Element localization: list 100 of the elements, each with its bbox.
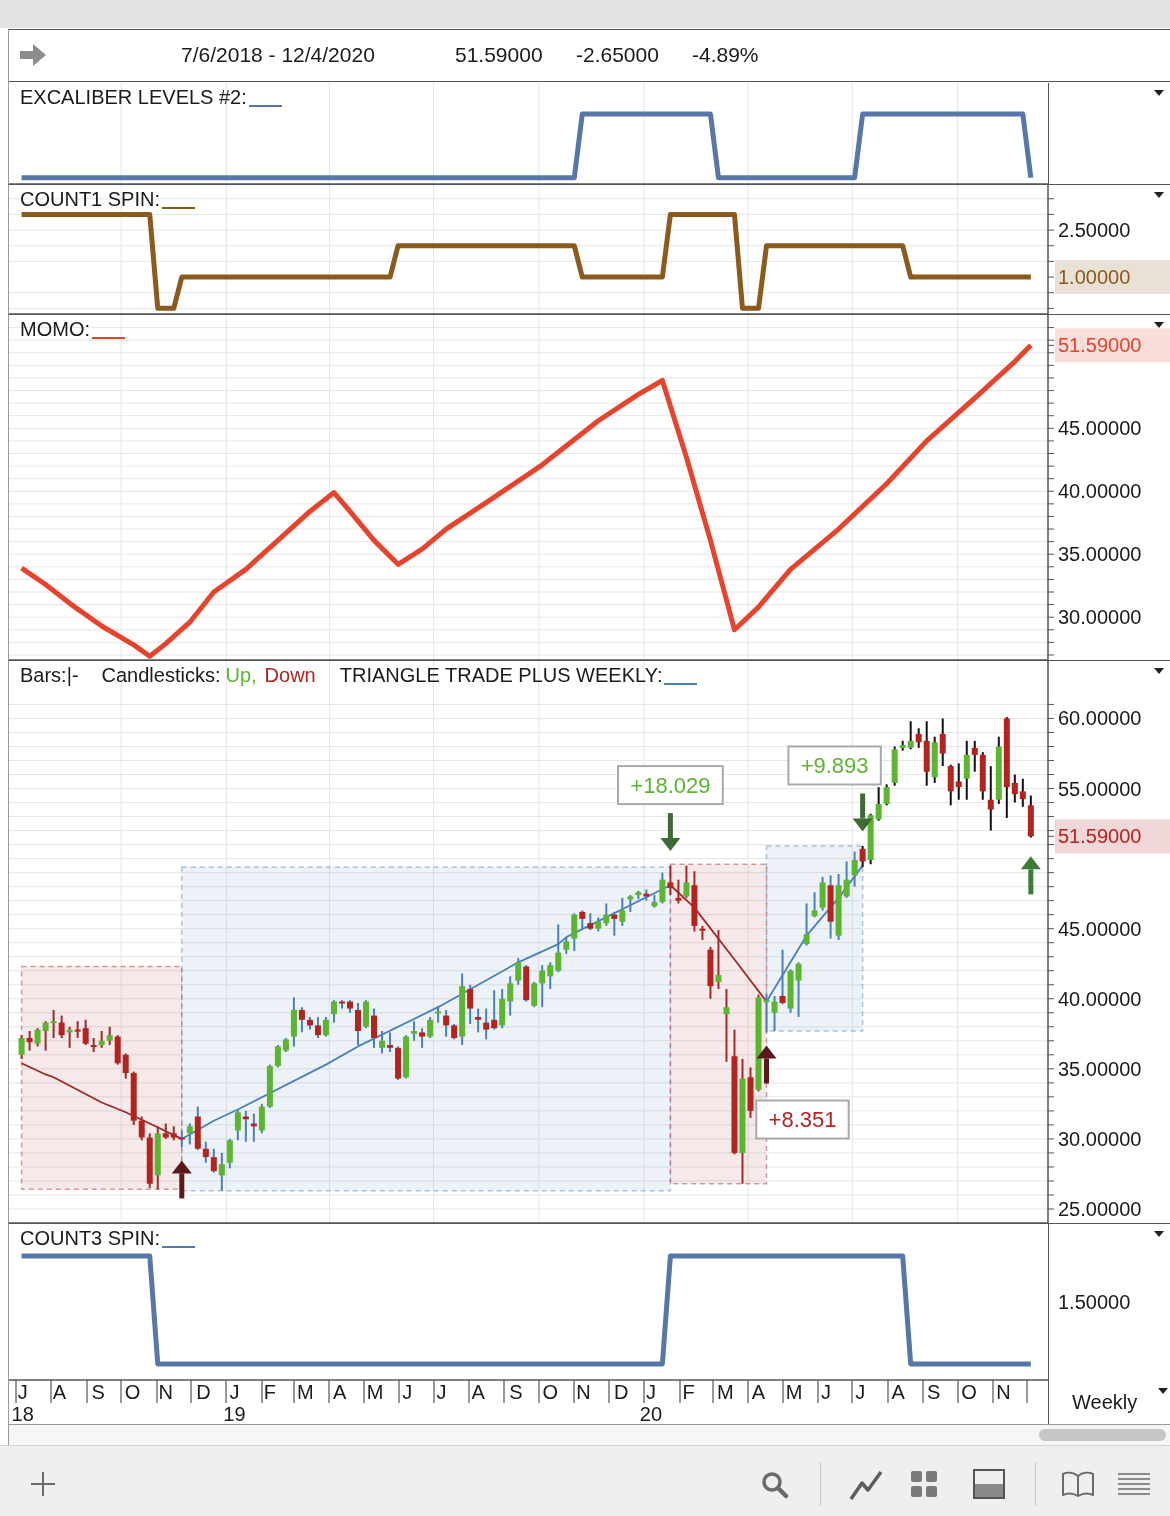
candlestick [907,719,914,750]
candlestick [242,1109,249,1143]
candlestick [531,980,538,1008]
candlestick [715,928,722,990]
y-tick-label: 2.50000 [1058,218,1131,241]
candlestick [811,890,818,918]
candlestick [539,963,546,1008]
x-tick-label: A [333,1380,348,1403]
candlestick [226,1137,233,1169]
annotation: +8.351 [768,1106,837,1132]
x-tick-label: J [402,1380,413,1403]
y-tick-label: 45.00000 [1058,416,1142,439]
x-tick-label: N [996,1380,1011,1403]
candlestick [387,1030,394,1053]
legend-label: TRIANGLE TRADE PLUS WEEKLY: [339,663,663,686]
candlestick [218,1151,225,1192]
candlestick [1011,773,1018,804]
y-tick-label: 55.00000 [1058,777,1142,800]
candlestick [547,960,554,990]
candlestick [883,782,890,806]
x-tick-label: S [509,1380,523,1403]
y-tick-label: 51.59000 [1058,824,1142,847]
text: -2.65000 [576,42,659,67]
candlestick [355,1001,361,1046]
candlestick [50,1008,57,1039]
x-tick-label: A [471,1380,486,1403]
candlestick [467,983,474,1025]
x-tick-label: J [821,1380,832,1403]
candlestick [555,922,562,973]
x-tick-label: N [158,1380,173,1403]
candlestick [298,1005,305,1033]
x-tick-label: M [297,1380,314,1403]
candlestick [106,1025,113,1046]
x-tick-label: A [891,1380,906,1403]
x-tick-label: M [716,1380,734,1403]
candlestick [58,1014,65,1039]
y-tick-label: 1.00000 [1058,265,1131,288]
candlestick [210,1147,217,1174]
x-tick-label: D [196,1380,211,1403]
candlestick [579,908,586,930]
y-tick-label: 30.00000 [1058,1127,1142,1150]
x-tick-label: M [366,1380,384,1403]
legend-label: COUNT3 SPIN: [20,1226,161,1249]
candlestick [202,1140,209,1164]
candlestick [18,1033,25,1060]
legend-label: EXCALIBER LEVELS #2: [20,85,247,108]
candlestick [411,1019,418,1042]
candlestick [939,716,946,767]
x-tick-label: A [52,1380,67,1403]
y-tick-label: 45.00000 [1058,917,1142,940]
candlestick [571,911,578,952]
candlestick [915,726,922,749]
x-tick-label: S [926,1380,941,1403]
candlestick [371,1007,378,1049]
candlestick [122,1051,129,1080]
candlestick [515,956,522,986]
x-tick-label: N [576,1380,591,1403]
candlestick [507,974,514,1017]
legend-label: MOMO: [20,317,90,340]
candlestick [314,1015,321,1039]
candlestick [274,1043,281,1068]
candlestick [875,785,882,822]
candlestick [427,1015,434,1039]
candlestick [795,960,802,1018]
y-tick-label: 35.00000 [1058,542,1142,565]
x-tick-label: J 18 [11,1380,34,1425]
candlestick [379,1029,386,1054]
text: Down [264,663,316,686]
x-tick-label: M [785,1380,803,1403]
x-tick-label: F [682,1380,695,1403]
y-tick-label: 51.59000 [1058,333,1142,356]
x-tick-label: J [855,1380,866,1403]
candlestick [491,988,498,1031]
candlestick [859,844,866,868]
candlestick [26,1029,33,1052]
candlestick [475,1007,482,1033]
y-tick-label: 40.00000 [1058,479,1142,502]
text: 1.50000 [1058,1290,1131,1313]
x-tick-label: O [542,1380,559,1403]
candlestick [483,1007,490,1040]
y-tick-label: 30.00000 [1058,605,1142,628]
candlestick [611,910,618,937]
legend-title: Candlesticks: [101,663,221,686]
candlestick [82,1018,89,1046]
chart-title: 7/6/2018 - 12/4/2020 [181,42,375,67]
candlestick [443,1008,450,1038]
y-tick-label: 25.00000 [1058,1197,1142,1220]
text: -4.89% [692,42,759,67]
y-tick-label: 35.00000 [1058,1057,1142,1080]
candlestick [330,998,337,1024]
x-tick-label: D [613,1380,629,1403]
x-axis-title: Weekly [1072,1389,1138,1414]
candlestick [723,987,730,1063]
annotation: Bars:|- [20,663,79,686]
candlestick [987,764,994,832]
text: Up, [225,663,257,686]
candlestick [258,1102,265,1134]
candlestick [250,1112,257,1143]
x-tick-label: J 19 [223,1380,246,1425]
x-tick-label: J 20 [639,1380,663,1425]
